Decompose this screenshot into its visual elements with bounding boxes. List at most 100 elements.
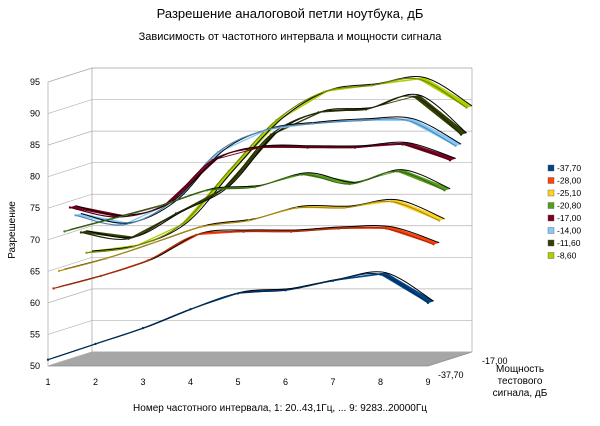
data-point	[370, 84, 373, 87]
y-tick-label: 55	[30, 329, 40, 339]
legend-label: -20,80	[557, 201, 581, 211]
data-point	[437, 219, 441, 222]
x-tick-label: 4	[188, 377, 193, 387]
y-tick-label: 90	[30, 109, 40, 119]
data-point	[247, 219, 251, 222]
depth-axis-title-line: Мощность	[496, 364, 544, 375]
y-tick-label: 75	[30, 203, 40, 213]
data-point	[269, 133, 273, 136]
data-point	[132, 245, 136, 248]
data-point	[216, 150, 220, 154]
data-point	[258, 146, 262, 149]
data-point	[395, 170, 399, 173]
chart-subtitle: Зависимость от частотного интервала и мо…	[139, 31, 443, 43]
data-point	[158, 204, 161, 208]
y-tick-label: 60	[30, 298, 40, 308]
data-point	[227, 169, 231, 172]
legend-swatch	[547, 189, 555, 197]
data-point	[443, 189, 446, 192]
series-layer	[46, 76, 473, 361]
series-ribbon	[63, 169, 451, 233]
depth-axis-title-line: сигнала, дБ	[493, 388, 548, 399]
data-point	[353, 146, 357, 149]
x-tick-label: 8	[378, 377, 383, 387]
legend: -37,70 -28,00 -25,10 -20,80 -17,00 -14,00 -11,…	[547, 163, 581, 261]
data-point	[121, 223, 125, 226]
legend-swatch	[547, 164, 555, 172]
legend-label: -25,10	[557, 188, 581, 198]
y-tick-label: 50	[30, 361, 40, 371]
legend-label: -17,00	[557, 213, 581, 223]
data-point	[448, 159, 452, 162]
legend-label: -8,60	[557, 251, 577, 261]
legend-label: -28,00	[557, 176, 581, 186]
data-point	[390, 200, 393, 203]
tick-labels: 50 55 60 65 70 75 80 85 90 95 1 2 3 4 5 6 7 8 9 -37,70 -17,0…	[30, 77, 508, 387]
legend-swatch	[547, 252, 555, 259]
data-point	[200, 225, 203, 228]
series-ribbon	[46, 271, 435, 361]
legend-swatch	[547, 177, 555, 184]
data-point	[264, 128, 267, 132]
gridline	[47, 193, 472, 209]
data-point	[289, 230, 293, 233]
series-ribbon	[85, 76, 473, 254]
gridline	[47, 256, 472, 272]
data-point	[284, 289, 287, 292]
data-point	[74, 214, 77, 217]
data-point	[364, 108, 368, 111]
data-point	[99, 274, 103, 278]
data-point	[63, 230, 66, 233]
legend-swatch	[547, 202, 555, 209]
data-point	[189, 308, 192, 311]
data-point	[275, 119, 278, 122]
depth-tick-label: -37,70	[438, 370, 464, 380]
gridlines	[47, 67, 472, 367]
gridline	[47, 288, 472, 304]
y-tick-label: 65	[30, 266, 40, 276]
data-point	[379, 273, 382, 276]
floor	[47, 351, 473, 367]
data-point	[295, 206, 298, 210]
data-point	[311, 122, 315, 125]
data-point	[242, 230, 245, 233]
x-tick-label: 6	[283, 377, 288, 387]
data-point	[412, 95, 415, 98]
x-tick-label: 7	[330, 377, 335, 387]
data-point	[465, 106, 468, 109]
gridline	[47, 67, 472, 83]
data-point	[406, 119, 410, 122]
y-tick-label: 80	[30, 172, 40, 182]
legend-label: -11,60	[557, 238, 581, 248]
data-point	[141, 326, 145, 330]
data-point	[194, 233, 198, 237]
legend-swatch	[547, 214, 555, 222]
data-point	[401, 143, 404, 146]
data-point	[85, 251, 88, 254]
x-tick-label: 1	[45, 377, 50, 387]
data-point	[331, 279, 335, 282]
data-point	[342, 206, 346, 210]
gridline	[47, 130, 472, 146]
data-point	[348, 182, 351, 186]
data-point	[337, 227, 340, 230]
data-point	[68, 206, 72, 209]
data-point	[205, 189, 209, 192]
chart-title: Разрешение аналоговой петли ноутбука, дБ	[157, 6, 424, 21]
gridline	[47, 162, 472, 178]
data-point	[253, 186, 256, 189]
data-point	[180, 223, 183, 226]
data-point	[459, 133, 463, 136]
data-point	[147, 258, 150, 262]
legend-label: -37,70	[557, 163, 581, 173]
data-point	[52, 287, 55, 290]
x-tick-label: 3	[140, 377, 145, 387]
legend-label: -14,00	[557, 226, 581, 236]
depth-axis-title-line: тестового	[498, 376, 543, 387]
gridline	[47, 320, 472, 335]
data-point	[426, 301, 430, 305]
data-point	[432, 243, 435, 246]
data-point	[417, 78, 421, 81]
